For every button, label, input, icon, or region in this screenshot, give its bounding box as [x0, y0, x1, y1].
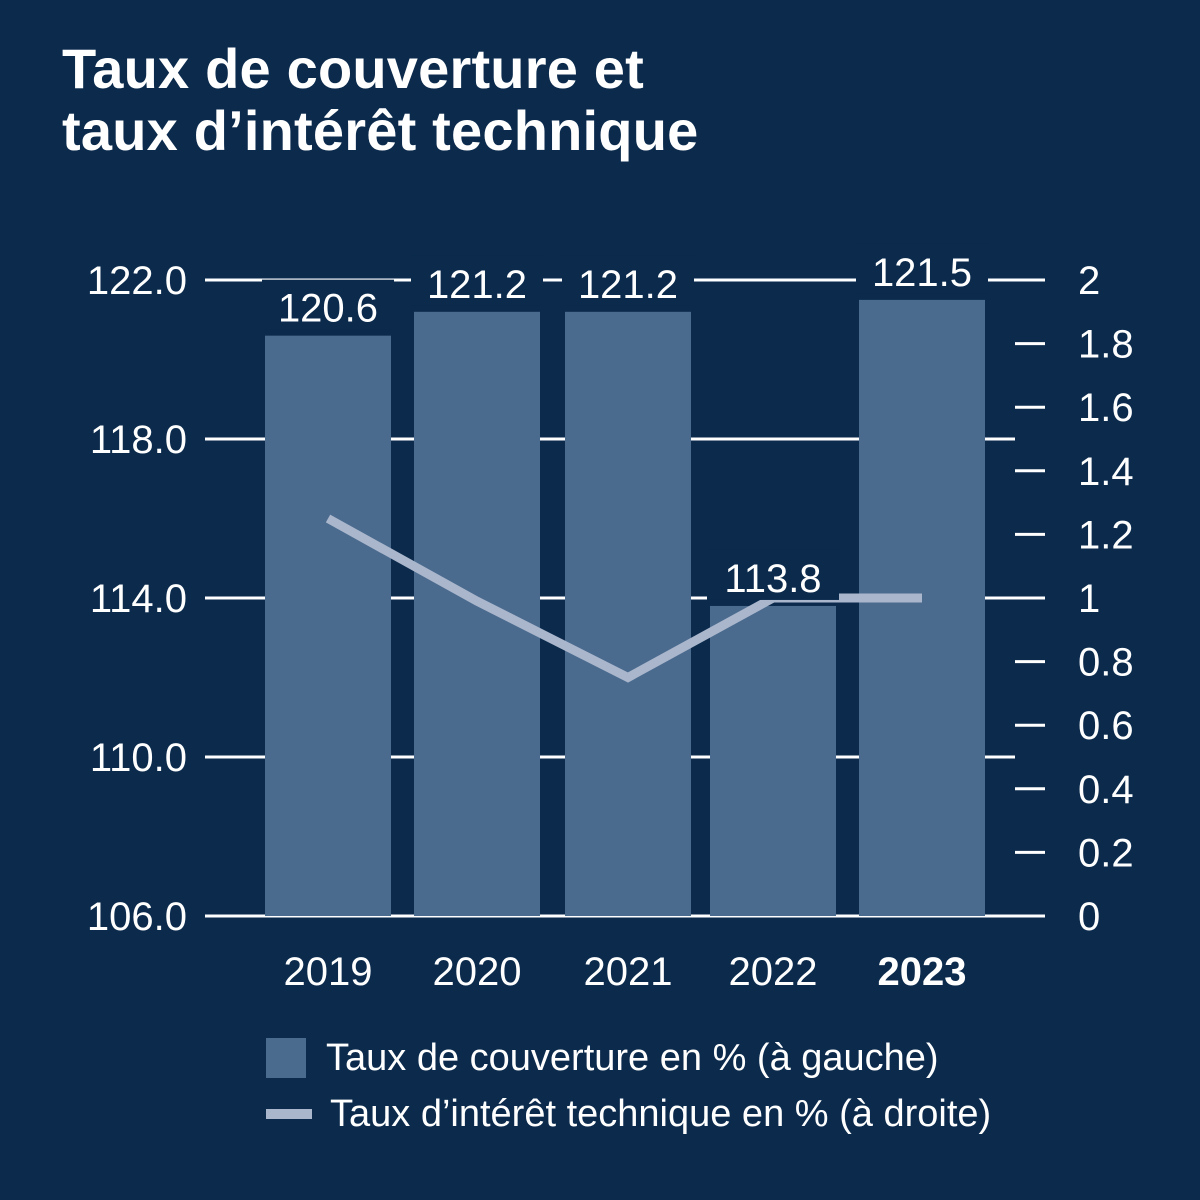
chart-title-line-1: Taux de couverture et	[62, 37, 645, 100]
left-axis: 106.0 110.0 114.0 118.0 122.0	[87, 259, 187, 939]
legend-item-bar: Taux de couverture en % (à gauche)	[266, 1030, 991, 1086]
bar-2022	[710, 605, 836, 916]
data-label-backdrop	[262, 279, 394, 330]
left-tick-label: 118.0	[90, 418, 187, 462]
left-tick-label: 110.0	[90, 736, 187, 780]
data-label-backdrop	[562, 255, 694, 306]
right-tick-label: 0.6	[1078, 704, 1134, 748]
right-tick-label: 0.2	[1078, 831, 1134, 875]
right-tick-label: 1.4	[1078, 450, 1134, 494]
x-tick-label-2021: 2021	[584, 950, 673, 994]
right-tick-label: 0.4	[1078, 768, 1134, 812]
data-label-backdrop	[856, 243, 988, 294]
right-tick-label: 1.8	[1078, 323, 1134, 367]
data-label-2022: 113.8	[724, 557, 821, 601]
left-tick-label: 122.0	[87, 259, 187, 303]
right-tick-label: 1.6	[1078, 386, 1134, 430]
chart-title-line-2: taux d’intérêt technique	[62, 99, 699, 162]
right-axis: 0 0.2 0.4 0.6 0.8 1 1.2 1.4 1.6 1.8 2	[1015, 259, 1134, 939]
chart-title: Taux de couverture et taux d’intérêt tec…	[62, 38, 698, 162]
legend-bar-label: Taux de couverture en % (à gauche)	[326, 1036, 939, 1079]
data-label-backdrop	[411, 255, 543, 306]
left-tick-label: 106.0	[87, 895, 187, 939]
bar-2023	[859, 299, 985, 916]
bar-2020	[414, 311, 540, 916]
data-label-2021: 121.2	[578, 263, 678, 307]
right-tick-label: 0.8	[1078, 641, 1134, 685]
legend-bar-swatch	[266, 1038, 306, 1078]
legend-line-swatch	[266, 1109, 312, 1119]
right-tick-label: 1.2	[1078, 513, 1134, 557]
data-label-backdrop	[707, 549, 839, 600]
x-tick-label-2023: 2023	[878, 950, 967, 994]
label-layer: 120.6 121.2 121.2 113.8 121.5	[262, 243, 988, 601]
data-label-2020: 121.2	[427, 263, 527, 307]
right-tick-label: 2	[1078, 259, 1100, 303]
right-tick-label: 1	[1078, 577, 1100, 621]
x-axis: 2019 2020 2021 2022 2023	[284, 950, 967, 994]
bar-layer	[265, 299, 985, 916]
data-label-2019: 120.6	[278, 287, 378, 331]
right-tick-label: 0	[1078, 895, 1100, 939]
bar-2021	[565, 311, 691, 916]
legend-line-label: Taux d’intérêt technique en % (à droite)	[330, 1092, 992, 1135]
bar-2019	[265, 335, 391, 916]
x-tick-label-2019: 2019	[284, 950, 373, 994]
legend-item-line: Taux d’intérêt technique en % (à droite)	[266, 1086, 991, 1142]
x-tick-label-2022: 2022	[729, 950, 818, 994]
legend: Taux de couverture en % (à gauche) Taux …	[266, 1030, 991, 1142]
left-tick-label: 114.0	[90, 577, 187, 621]
data-label-2023: 121.5	[872, 251, 972, 295]
x-tick-label-2020: 2020	[433, 950, 522, 994]
